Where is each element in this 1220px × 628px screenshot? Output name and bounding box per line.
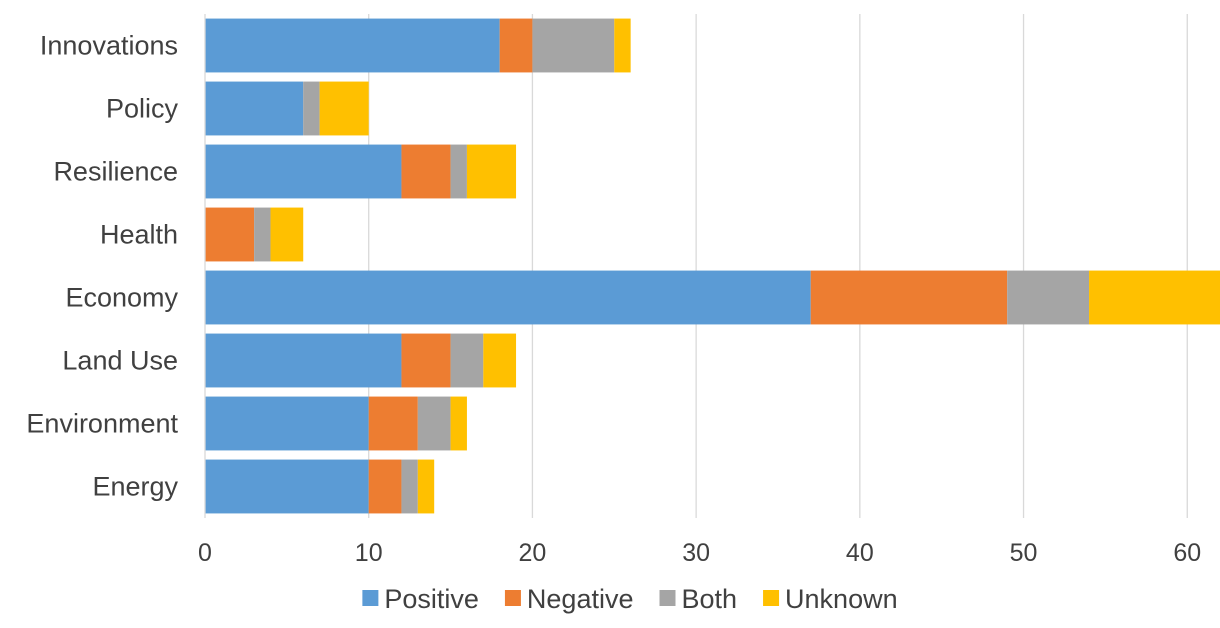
bar-economy-negative — [810, 270, 1008, 325]
category-label-economy: Economy — [65, 283, 178, 313]
bars — [205, 18, 1220, 514]
bar-land-use-negative — [401, 333, 451, 388]
legend-swatch-unknown — [763, 590, 780, 606]
x-tick-label-10: 10 — [355, 539, 383, 567]
category-label-policy: Policy — [106, 94, 179, 124]
tick-labels: 0 10 20 30 40 50 60 — [198, 539, 1201, 567]
legend-label-positive: Positive — [384, 584, 479, 614]
bar-environment-both — [417, 396, 451, 451]
bar-economy-positive — [205, 270, 811, 325]
bar-economy-both — [1007, 270, 1090, 325]
legend-label-unknown: Unknown — [785, 584, 898, 614]
bar-health-unknown — [270, 207, 304, 262]
x-tick-label-30: 30 — [682, 539, 710, 567]
category-label-innovations: Innovations — [40, 31, 178, 61]
x-tick-label-50: 50 — [1010, 539, 1038, 567]
bar-resilience-positive — [205, 144, 402, 199]
category-label-resilience: Resilience — [53, 157, 178, 187]
x-tick-label-20: 20 — [519, 539, 547, 567]
bar-innovations-negative — [499, 18, 533, 73]
bar-resilience-negative — [401, 144, 451, 199]
legend-label-both: Both — [682, 584, 738, 614]
gridlines — [368, 14, 1188, 518]
bar-environment-positive — [205, 396, 369, 451]
bar-environment-unknown — [450, 396, 467, 451]
bar-energy-positive — [205, 459, 369, 514]
bar-economy-unknown — [1089, 270, 1220, 325]
bar-environment-negative — [368, 396, 418, 451]
bar-policy-both — [303, 81, 320, 136]
x-tick-label-0: 0 — [198, 539, 212, 567]
bar-energy-negative — [368, 459, 402, 514]
bar-resilience-both — [450, 144, 467, 199]
bar-land-use-both — [450, 333, 484, 388]
bar-health-both — [254, 207, 271, 262]
category-label-energy: Energy — [92, 472, 178, 502]
category-label-health: Health — [100, 220, 178, 250]
bar-innovations-unknown — [614, 18, 631, 73]
bar-innovations-positive — [205, 18, 500, 73]
bar-innovations-both — [532, 18, 615, 73]
bar-health-negative — [205, 207, 255, 262]
bar-energy-unknown — [417, 459, 435, 514]
x-tick-label-60: 60 — [1173, 539, 1201, 567]
legend-swatch-negative — [504, 590, 521, 606]
x-tick-label-40: 40 — [846, 539, 874, 567]
category-label-land-use: Land Use — [62, 346, 178, 376]
bar-policy-unknown — [319, 81, 369, 136]
bar-policy-positive — [205, 81, 304, 136]
legend-swatch-positive — [362, 590, 379, 606]
bar-resilience-unknown — [466, 144, 517, 199]
legend-label-negative: Negative — [527, 584, 634, 614]
category-label-environment: Environment — [26, 409, 178, 439]
bar-land-use-unknown — [483, 333, 517, 388]
legend: Positive Negative Both Unknown — [362, 584, 898, 614]
category-labels: Innovations Policy Resilience Health Economy… — [26, 31, 178, 502]
bar-energy-both — [401, 459, 418, 514]
bar-land-use-positive — [205, 333, 402, 388]
legend-swatch-both — [659, 590, 676, 606]
